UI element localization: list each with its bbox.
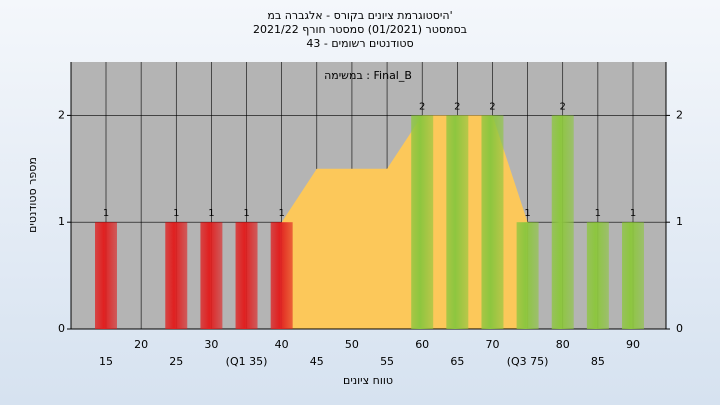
- value-label: 2: [454, 101, 460, 112]
- x-tick-label: 85: [591, 355, 605, 368]
- chart-title: היסטוגרמת ציונים בקורס - אלגברה במ': [267, 9, 452, 22]
- x-tick-label: 25: [169, 355, 183, 368]
- bar: [270, 222, 293, 329]
- chart-subtitle: בסמסטר (01/2021) סמסטר חורף 2021/22: [253, 23, 467, 36]
- bar: [200, 222, 223, 329]
- bar: [586, 222, 609, 329]
- y-tick-label: 2: [58, 108, 65, 121]
- bar: [481, 115, 504, 330]
- bar: [411, 115, 434, 330]
- value-label: 1: [243, 208, 249, 219]
- bar: [622, 222, 644, 329]
- bar: [235, 222, 258, 329]
- value-label: 1: [595, 208, 601, 219]
- value-label: 1: [173, 208, 179, 219]
- bar: [165, 222, 188, 329]
- value-label: 1: [278, 208, 284, 219]
- x-tick-label: 40: [275, 338, 289, 351]
- y-tick-label: 0: [58, 322, 65, 335]
- x-tick-label: 55: [380, 355, 394, 368]
- x-axis-label: טווח ציונים: [343, 374, 393, 387]
- y-tick-label: 1: [58, 215, 65, 228]
- x-tick-label: 45: [310, 355, 324, 368]
- x-tick-label: 60: [415, 338, 429, 351]
- y2-tick-label: 1: [676, 215, 683, 228]
- value-label: 1: [630, 208, 636, 219]
- y2-tick-label: 0: [676, 322, 683, 335]
- value-label: 1: [524, 208, 530, 219]
- value-label: 1: [208, 208, 214, 219]
- value-label: 2: [419, 101, 425, 112]
- x-tick-label: 20: [134, 338, 148, 351]
- x-tick-label: 15: [99, 355, 113, 368]
- x-tick-label: 90: [626, 338, 640, 351]
- value-label: 2: [489, 101, 495, 112]
- chart-subtitle: סטודנטים רשומים - 43: [306, 37, 413, 50]
- annotation: במשימה : Final_B: [324, 69, 412, 82]
- x-tick-label: 70: [485, 338, 499, 351]
- x-tick-label: 30: [204, 338, 218, 351]
- bar: [446, 115, 469, 330]
- x-tick-label: (Q1 35): [226, 355, 268, 368]
- bar: [551, 115, 574, 330]
- x-tick-label: 50: [345, 338, 359, 351]
- x-tick-label: 65: [450, 355, 464, 368]
- x-tick-label: (Q3 75): [507, 355, 549, 368]
- value-label: 1: [103, 208, 109, 219]
- bar: [95, 222, 117, 329]
- bar: [516, 222, 539, 329]
- y-axis-label: מספר סטודנטים: [26, 157, 39, 233]
- x-tick-label: 80: [556, 338, 570, 351]
- value-label: 2: [560, 101, 566, 112]
- y2-tick-label: 2: [676, 108, 683, 121]
